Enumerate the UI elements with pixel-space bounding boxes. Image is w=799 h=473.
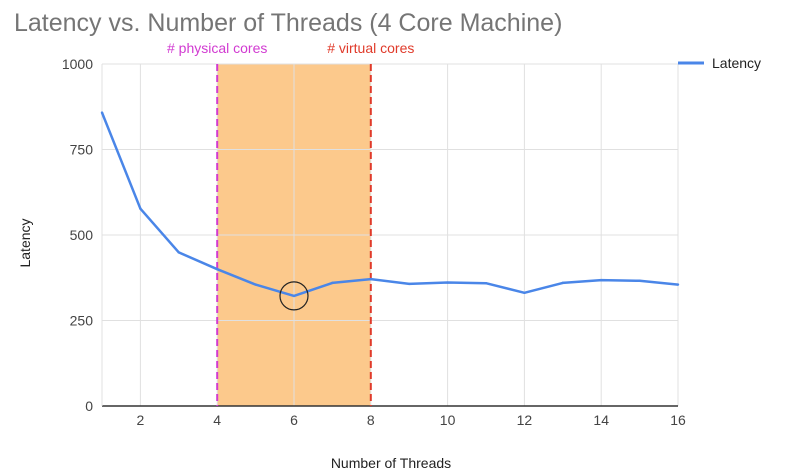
annotation-label-1: # virtual cores	[327, 40, 414, 56]
x-tick-label: 6	[290, 412, 298, 428]
y-tick-label: 500	[70, 227, 94, 243]
data-point	[523, 291, 526, 294]
x-tick-label: 16	[670, 412, 686, 428]
legend: Latency	[678, 55, 761, 71]
series-layer	[100, 111, 680, 311]
legend-label-latency: Latency	[712, 55, 761, 71]
gridlines	[101, 63, 679, 407]
x-tick-label: 12	[517, 412, 533, 428]
data-point	[139, 207, 142, 210]
x-tick-label: 2	[137, 412, 145, 428]
tick-labels: 2 4 6 8 10 12 14 16 0 250 500 750 1000	[62, 56, 686, 428]
reference-lines: # physical cores # virtual cores	[167, 40, 414, 406]
data-point	[600, 278, 603, 282]
data-point	[638, 279, 641, 283]
x-axis-label: Number of Threads	[331, 455, 451, 471]
data-point	[446, 281, 449, 284]
annotation-label-0: # physical cores	[167, 40, 267, 56]
data-point	[676, 283, 680, 286]
data-point	[369, 277, 372, 281]
y-tick-label: 750	[70, 142, 94, 158]
data-point	[331, 281, 334, 285]
series-line-0	[100, 112, 679, 298]
data-point	[177, 251, 180, 254]
data-point	[561, 281, 564, 285]
y-tick-label: 250	[70, 313, 94, 329]
x-tick-label: 8	[367, 412, 375, 428]
data-point	[292, 294, 296, 298]
highlight-marker-circle	[279, 281, 309, 311]
chart-title: Latency vs. Number of Threads (4 Core Ma…	[14, 9, 562, 37]
y-tick-label: 0	[85, 398, 93, 414]
x-tick-label: 14	[593, 412, 609, 428]
data-point	[408, 282, 411, 286]
x-tick-label: 10	[440, 412, 456, 428]
data-point	[100, 111, 104, 114]
x-tick-label: 4	[213, 412, 221, 428]
data-point	[216, 268, 219, 271]
y-axis-label: Latency	[17, 218, 33, 267]
data-point	[484, 282, 488, 285]
y-tick-label: 1000	[62, 56, 93, 72]
data-point	[254, 283, 257, 286]
